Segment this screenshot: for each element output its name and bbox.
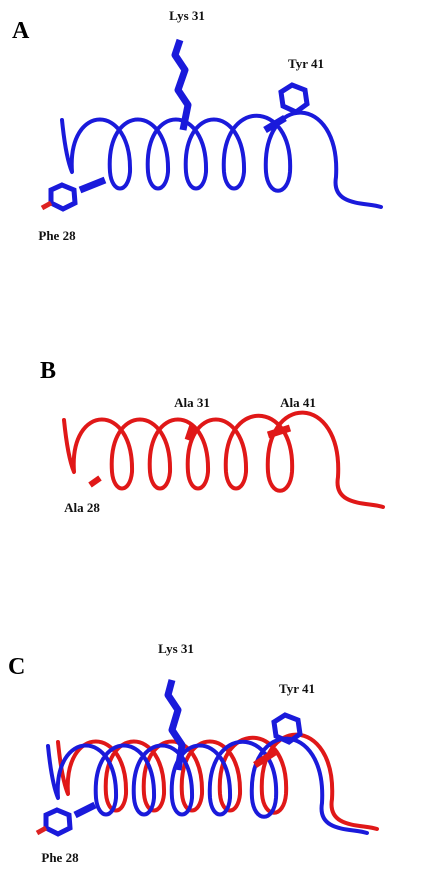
residue-label: Ala 28 (64, 500, 100, 515)
residue-label: Ala 31 (174, 395, 210, 410)
helix (48, 739, 367, 833)
residue-label: Lys 31 (158, 641, 194, 656)
side-chain (75, 805, 95, 815)
ring (46, 810, 70, 834)
panel-b: B Ala 31 Ala 41 Ala 28 (40, 358, 383, 515)
side-chain (168, 680, 182, 770)
residue-label: Tyr 41 (279, 681, 315, 696)
residue-label: Tyr 41 (288, 56, 324, 71)
figure: A Lys 31 Tyr 41 Phe 28 B Ala 31 Ala 41 A… (0, 0, 421, 873)
residue-label: Ala 41 (280, 395, 316, 410)
residue-label: Lys 31 (169, 8, 205, 23)
residue-label: Phe 28 (41, 850, 79, 865)
side-chain (80, 180, 105, 190)
helix (64, 413, 383, 507)
ring (281, 85, 307, 112)
panel-c: C Lys 31 Tyr 41 Phe 28 (8, 641, 377, 865)
side-chain (175, 40, 188, 130)
side-chain (188, 425, 193, 440)
helix (62, 113, 381, 207)
panel-letter: B (40, 358, 56, 384)
panel-letter: A (12, 18, 30, 44)
panel-letter: C (8, 654, 25, 680)
panel-a: A Lys 31 Tyr 41 Phe 28 (12, 8, 381, 243)
side-chain (37, 828, 46, 833)
ring (51, 185, 75, 209)
residue-label: Phe 28 (38, 228, 76, 243)
side-chain (90, 478, 100, 485)
side-chain (42, 203, 51, 208)
